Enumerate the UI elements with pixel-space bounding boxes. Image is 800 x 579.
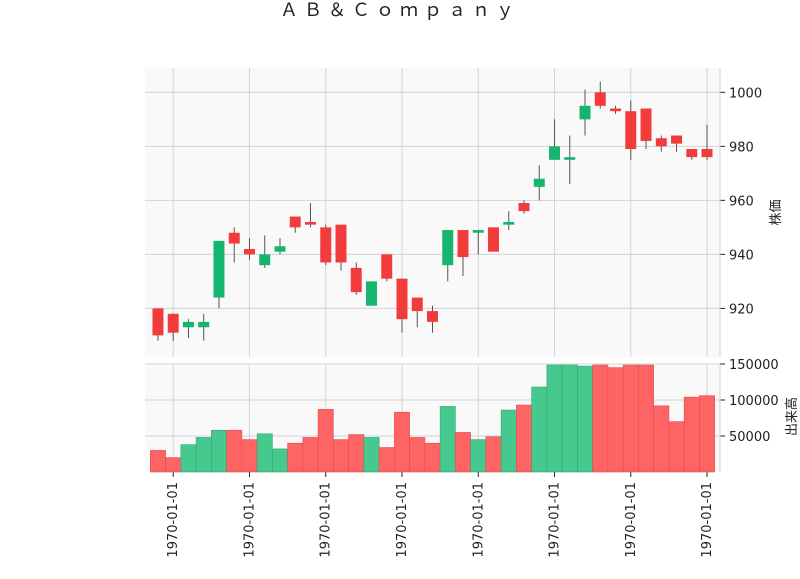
volume-bar	[226, 429, 243, 473]
candle-body	[640, 108, 652, 141]
volume-bar	[485, 436, 502, 473]
volume-bar	[470, 439, 487, 473]
candle-body	[304, 221, 316, 225]
price-tick-label: 960	[729, 194, 754, 209]
candle-body	[472, 230, 484, 233]
candle-body	[411, 297, 423, 312]
candle-body	[610, 108, 622, 112]
volume-bar	[150, 450, 166, 473]
volume-bar	[699, 395, 715, 473]
price-tick-label: 1000	[729, 86, 762, 101]
volume-bar	[333, 439, 349, 473]
candle-body	[518, 203, 530, 212]
candle-body	[579, 105, 591, 120]
x-tick-label: 1970-01-01	[319, 482, 334, 558]
volume-bar	[577, 365, 593, 473]
x-tick-label: 1970-01-01	[548, 482, 563, 558]
volume-bar	[683, 396, 700, 473]
volume-bar	[500, 409, 517, 473]
volume-bar	[439, 406, 456, 473]
volume-bar	[607, 367, 624, 473]
volume-bar	[546, 364, 563, 473]
candle-body	[182, 321, 194, 328]
candle-body	[274, 246, 286, 252]
volume-bar	[317, 409, 334, 473]
volume-bar	[363, 437, 380, 473]
candle-body	[320, 227, 332, 263]
candle-body	[366, 281, 377, 306]
candle-body	[564, 157, 576, 160]
price-axis-label: 株価	[769, 199, 784, 225]
candle-body	[381, 254, 393, 279]
volume-axis-label: 出来高	[784, 397, 800, 436]
candle-body	[427, 311, 438, 322]
volume-bar	[241, 439, 258, 473]
volume-bar	[531, 386, 548, 473]
volume-bar	[378, 447, 395, 473]
x-tick-label: 1970-01-01	[395, 482, 410, 558]
candle-body	[457, 230, 469, 258]
volume-bar	[256, 433, 273, 473]
candle-body	[213, 240, 225, 298]
volume-bar	[409, 437, 426, 473]
candle-body	[167, 313, 179, 333]
volume-bar	[394, 411, 410, 473]
volume-bar	[348, 434, 365, 473]
candle-body	[243, 248, 255, 255]
volume-bar	[211, 429, 227, 473]
volume-tick-label: 150000	[729, 358, 779, 373]
candle-body	[442, 230, 454, 266]
volume-tick-label: 50000	[729, 430, 770, 445]
candle-body	[259, 254, 271, 266]
x-tick-label: 1970-01-01	[166, 482, 181, 558]
candle-body	[488, 227, 499, 252]
candle-body	[396, 278, 408, 320]
volume-bar	[287, 442, 304, 473]
volume-tick-label: 100000	[729, 394, 779, 409]
volume-bar	[165, 457, 182, 473]
candle-body	[625, 111, 637, 150]
candle-body	[655, 138, 667, 147]
candle-body	[686, 149, 698, 158]
candle-body	[594, 92, 606, 106]
chart-title: ＡＢ＆Ｃｏｍｐａｎｙ	[280, 0, 520, 21]
candle-body	[533, 178, 545, 187]
volume-bar	[592, 364, 609, 473]
volume-bar	[272, 448, 288, 473]
price-tick-label: 980	[729, 140, 754, 155]
x-tick-label: 1970-01-01	[471, 482, 486, 558]
candle-body	[549, 146, 561, 160]
candle-body	[350, 267, 362, 293]
volume-bar	[638, 364, 654, 473]
price-tick-label: 920	[729, 302, 754, 317]
candle-body	[289, 216, 301, 228]
volume-bar	[180, 444, 197, 473]
volume-bar	[622, 364, 639, 473]
volume-bar	[455, 432, 471, 473]
volume-bar	[653, 405, 670, 473]
candle-body	[198, 321, 210, 328]
volume-bar	[561, 364, 578, 473]
candle-body	[228, 232, 240, 244]
volume-bar	[302, 437, 319, 473]
price-tick-label: 940	[729, 248, 754, 263]
x-tick-label: 1970-01-01	[242, 482, 257, 558]
candle-body	[671, 135, 683, 144]
candle-body	[503, 221, 515, 225]
candle-body	[152, 308, 164, 336]
volume-bar	[195, 437, 212, 473]
candle-body	[701, 149, 713, 158]
x-tick-label: 1970-01-01	[700, 482, 715, 558]
volume-bar	[668, 421, 685, 473]
candle-body	[335, 224, 347, 263]
x-tick-label: 1970-01-01	[624, 482, 639, 558]
volume-bar	[516, 404, 532, 473]
volume-bar	[424, 442, 441, 473]
